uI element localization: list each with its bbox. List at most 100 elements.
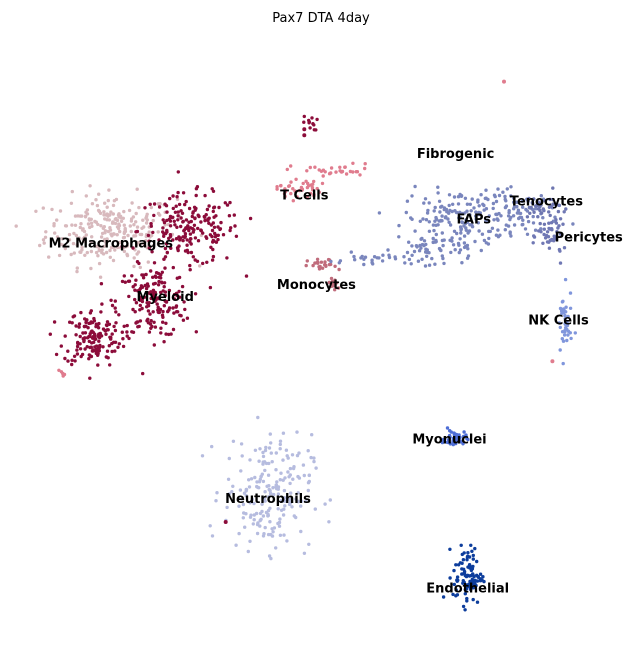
data-point	[334, 170, 338, 174]
data-point	[452, 582, 456, 587]
data-point	[337, 267, 341, 272]
data-point	[545, 240, 550, 244]
data-point	[75, 269, 79, 274]
data-point	[209, 223, 213, 227]
data-point	[154, 271, 159, 275]
data-point	[279, 508, 284, 512]
data-point	[172, 292, 177, 297]
data-point	[156, 305, 160, 309]
data-point	[463, 573, 467, 578]
data-point	[480, 232, 485, 236]
data-point	[565, 338, 569, 343]
data-point	[458, 439, 462, 443]
data-point	[185, 316, 190, 320]
data-point	[266, 532, 271, 537]
data-point	[113, 328, 118, 333]
data-point	[512, 207, 516, 211]
data-point	[151, 218, 155, 223]
data-point	[108, 255, 113, 259]
data-point	[431, 223, 436, 227]
data-point	[109, 337, 113, 341]
data-point	[154, 275, 158, 279]
data-point	[314, 128, 318, 132]
data-point	[194, 330, 198, 334]
data-point	[437, 199, 442, 203]
data-point	[238, 488, 243, 492]
data-point	[257, 459, 261, 463]
data-point	[176, 190, 180, 195]
data-point	[261, 450, 265, 455]
data-point	[233, 224, 237, 228]
data-point	[525, 215, 530, 219]
data-point	[397, 235, 401, 239]
data-point	[193, 208, 197, 212]
data-point	[451, 592, 455, 597]
data-point	[432, 228, 436, 233]
data-point	[62, 243, 66, 247]
data-point	[175, 276, 179, 280]
data-point	[328, 498, 332, 502]
data-point	[60, 237, 65, 241]
data-point	[271, 486, 275, 490]
data-point	[336, 286, 341, 290]
data-point	[173, 223, 177, 227]
data-point	[284, 499, 288, 503]
data-point	[187, 206, 192, 211]
data-point	[354, 170, 358, 174]
data-point	[269, 556, 273, 561]
data-point	[310, 433, 314, 437]
data-point	[225, 203, 230, 207]
data-point	[438, 210, 442, 214]
data-point	[167, 288, 172, 293]
data-point	[327, 172, 332, 176]
data-point	[105, 238, 110, 243]
data-point	[531, 214, 535, 219]
data-point	[427, 220, 431, 224]
data-point	[470, 565, 474, 570]
data-point	[465, 202, 470, 206]
data-point	[79, 310, 83, 315]
data-point	[119, 219, 124, 223]
data-point	[415, 245, 419, 249]
data-point	[255, 531, 260, 536]
data-point	[63, 334, 67, 338]
data-point	[79, 354, 83, 359]
data-point	[156, 202, 161, 206]
data-point	[452, 229, 457, 233]
data-point	[162, 220, 167, 225]
data-point	[553, 202, 557, 206]
data-point	[98, 275, 103, 279]
data-point	[568, 306, 573, 310]
data-point	[458, 237, 462, 241]
data-point	[72, 231, 76, 236]
data-point	[113, 221, 118, 226]
data-point	[123, 280, 128, 284]
data-point	[193, 258, 197, 262]
data-point	[329, 259, 333, 264]
data-point	[97, 192, 101, 196]
data-point	[486, 242, 491, 246]
data-point	[313, 165, 317, 169]
data-point	[471, 579, 475, 583]
data-point	[278, 533, 283, 537]
data-point	[183, 202, 187, 207]
data-point	[136, 250, 141, 254]
data-point	[466, 247, 470, 251]
data-point	[85, 250, 90, 255]
data-point	[431, 236, 435, 241]
data-point	[175, 225, 179, 229]
outlier-point	[302, 133, 307, 138]
data-point	[426, 208, 430, 213]
data-point	[560, 311, 564, 316]
data-point	[131, 246, 135, 250]
data-point	[96, 363, 100, 367]
data-point	[263, 499, 267, 503]
data-point	[192, 223, 197, 227]
data-point	[503, 228, 507, 232]
data-point	[566, 333, 570, 337]
cluster-label-tenocytes: Tenocytes	[510, 195, 583, 210]
data-point	[471, 597, 475, 602]
data-point	[454, 432, 459, 437]
data-point	[270, 527, 274, 531]
data-point	[320, 266, 325, 270]
